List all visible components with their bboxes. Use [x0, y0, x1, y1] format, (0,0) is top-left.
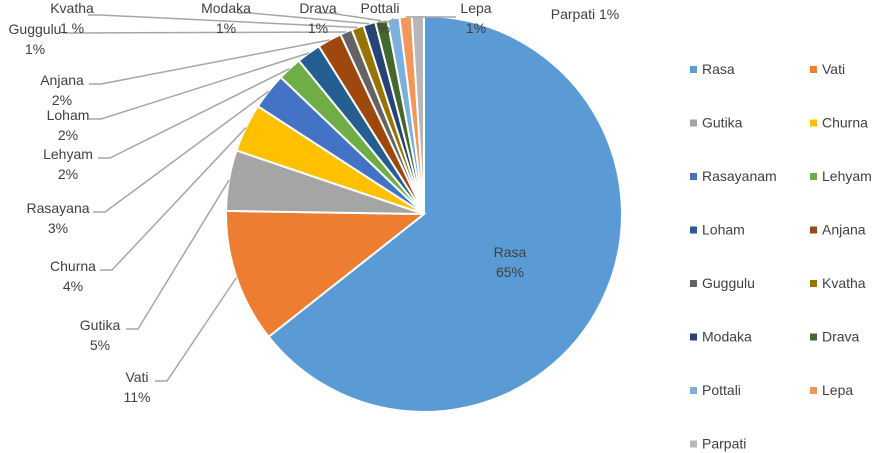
data-label-kvatha-value: 1 %	[60, 20, 84, 36]
legend-label-loham: Loham	[702, 222, 745, 238]
legend-label-lehyam: Lehyam	[822, 168, 872, 184]
legend-swatch-parpati	[690, 440, 697, 448]
legend-label-rasa: Rasa	[702, 61, 735, 77]
data-label-vati-value: 11%	[124, 389, 151, 405]
data-label-lehyam-name: Lehyam	[43, 146, 93, 162]
data-label-guggulu-value: 1%	[25, 41, 45, 57]
data-label-anjana-name: Anjana	[40, 72, 84, 88]
legend-swatch-rasayanam	[690, 173, 697, 180]
legend-swatch-pottali	[690, 387, 697, 394]
legend-label-pottali: Pottali	[702, 382, 741, 398]
leader-line-guggulu	[63, 31, 347, 34]
data-label-churna-name: Churna	[50, 258, 96, 274]
leader-line-drava	[318, 12, 382, 22]
legend-swatch-rasa	[690, 66, 697, 73]
leader-line-anjana	[89, 39, 330, 85]
legend-label-kvatha: Kvatha	[822, 275, 866, 291]
data-label-loham-value: 2%	[58, 127, 78, 143]
legend-swatch-gutika	[690, 119, 697, 127]
legend-label-vati: Vati	[822, 61, 845, 77]
legend-label-guggulu: Guggulu	[702, 275, 755, 291]
data-label-anjana-value: 2%	[52, 92, 72, 108]
leader-line-gutika	[126, 179, 230, 330]
pie-slices	[225, 14, 623, 413]
legend-swatch-lepa	[810, 387, 817, 394]
leader-line-kvatha	[88, 14, 358, 29]
data-label-pottali-name: Pottali	[361, 0, 400, 16]
data-label-churna-value: 4%	[63, 278, 83, 294]
leader-line-loham	[89, 52, 309, 120]
slice-labels: Rasa 65% Vati 11% Gutika 5% Churna 4% Rasayana 3%…	[9, 0, 620, 405]
leader-line-vati	[155, 277, 238, 382]
data-label-parpati-name: Parpati 1%	[551, 6, 619, 22]
data-label-kvatha-name: Kvatha	[50, 0, 94, 16]
legend-label-rasayanam: Rasayanam	[702, 168, 777, 184]
legend-swatch-modaka	[690, 333, 697, 341]
data-label-drava-value: 1%	[308, 20, 328, 36]
data-label-gutika-name: Gutika	[80, 317, 121, 333]
legend: Rasa Vati Gutika Churna Rasayanam Lehyam Loham…	[690, 61, 872, 452]
leader-line-modaka	[238, 12, 370, 25]
legend-swatch-churna	[810, 119, 817, 127]
legend-swatch-vati	[810, 66, 817, 73]
legend-label-gutika: Gutika	[702, 115, 743, 131]
data-label-modaka-name: Modaka	[201, 0, 251, 16]
data-label-pottali-value: 1%	[370, 20, 390, 36]
data-label-drava-name: Drava	[299, 0, 337, 16]
leader-line-rasayanam	[93, 90, 270, 213]
leader-line-pottali	[378, 17, 394, 23]
legend-label-churna: Churna	[822, 115, 868, 131]
leader-lines	[63, 12, 457, 382]
data-label-lepa-name: Lepa	[460, 0, 491, 16]
slice-rasa	[267, 14, 623, 413]
legend-swatch-drava	[810, 333, 817, 341]
data-label-vati-name: Vati	[125, 369, 148, 385]
data-label-lepa-value: 1%	[466, 20, 486, 36]
legend-swatch-guggulu	[690, 280, 697, 287]
data-label-guggulu-name: Guggulu	[9, 21, 62, 37]
legend-swatch-kvatha	[810, 280, 817, 287]
data-label-modaka-value: 1%	[216, 20, 236, 36]
leader-line-churna	[100, 127, 247, 271]
data-label-lehyam-value: 2%	[58, 166, 78, 182]
legend-label-parpati: Parpati	[702, 436, 746, 452]
legend-label-anjana: Anjana	[822, 222, 866, 238]
legend-swatch-lehyam	[810, 173, 817, 180]
data-label-rasa-value: 65%	[496, 264, 524, 280]
leader-line-lehyam	[98, 68, 290, 159]
data-label-rasayanam-name: Rasayana	[26, 200, 89, 216]
legend-label-drava: Drava	[822, 329, 860, 345]
data-label-gutika-value: 5%	[90, 337, 110, 353]
legend-swatch-loham	[690, 226, 697, 234]
legend-swatch-anjana	[810, 226, 817, 234]
data-label-rasa-name: Rasa	[494, 244, 527, 260]
data-label-loham-name: Loham	[47, 107, 90, 123]
data-label-rasayanam-value: 3%	[48, 220, 68, 236]
legend-label-modaka: Modaka	[702, 329, 752, 345]
legend-label-lepa: Lepa	[822, 382, 853, 398]
